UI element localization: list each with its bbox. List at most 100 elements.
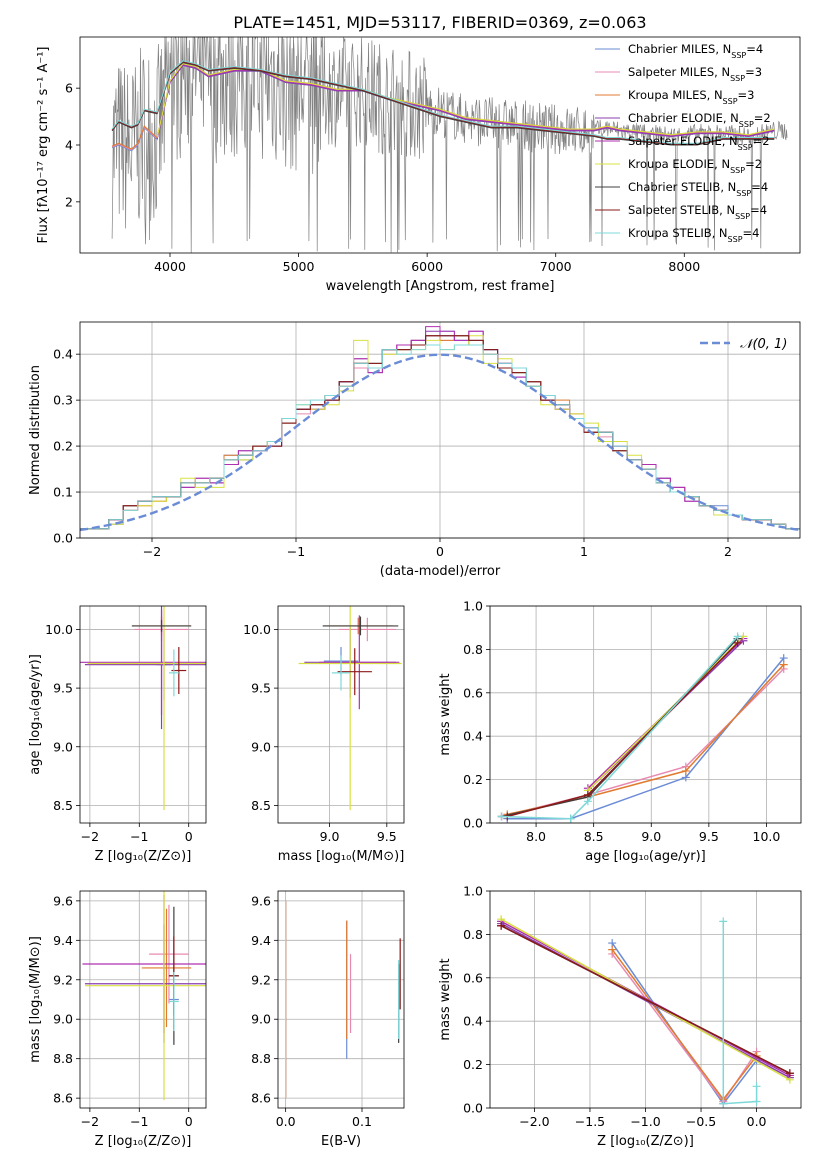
- x-tick-label: 6000: [411, 259, 443, 274]
- x-tick-label: 0.1: [352, 1114, 372, 1129]
- weight-series-line: [501, 668, 785, 818]
- x-tick-label: −2: [81, 1114, 99, 1129]
- x-axis-label: E(B-V): [321, 1134, 361, 1149]
- histogram-step-line: [80, 344, 800, 530]
- weight-series-line: [501, 637, 739, 818]
- y-tick-label: 0.2: [463, 1057, 483, 1072]
- weight-point-marker: [566, 814, 575, 823]
- weight-point-marker: [779, 660, 788, 669]
- y-tick-label: 8.5: [53, 798, 73, 813]
- weight-point-marker: [752, 1097, 761, 1106]
- x-tick-label: −1: [130, 829, 148, 844]
- y-tick-label: 0.4: [53, 347, 73, 362]
- legend-entry: Kroupa ELODIE, NSSP=2: [628, 157, 762, 175]
- panel-age_weight: 8.0 8.5 9.0 9.5 10.0 0.0 0.2 0.4 0.6 0.8 1.0 age [l…: [438, 599, 802, 864]
- weight-series-line: [611, 942, 758, 1105]
- x-tick-label: 0: [436, 544, 444, 559]
- y-tick-label: 9.0: [53, 1012, 73, 1027]
- weight-point-marker: [608, 945, 617, 954]
- y-tick-label: 10.0: [45, 622, 73, 637]
- y-tick-label: 6: [65, 81, 73, 96]
- y-tick-label: 2: [65, 194, 73, 209]
- x-tick-label: −2: [143, 544, 161, 559]
- weight-point-marker: [719, 917, 728, 926]
- axes-frame: [277, 890, 405, 1109]
- panel-spectrum: 4000 5000 6000 7000 8000 2 4 6 wavelength [Angst…: [36, 36, 801, 294]
- weight-point-marker: [583, 797, 592, 806]
- y-tick-label: 1.0: [463, 884, 483, 899]
- plot-area-mass_age: [298, 606, 402, 811]
- weight-point-marker: [719, 1099, 728, 1108]
- y-axis-label: mass weight: [438, 673, 453, 755]
- x-tick-label: −1.5: [575, 1114, 605, 1129]
- y-axis-label: Flux [fλ10⁻¹⁷ erg cm⁻² s⁻¹ A⁻¹]: [36, 47, 51, 244]
- weight-series-line: [587, 635, 744, 792]
- legend-entry: Chabrier STELIB, NSSP=4: [628, 180, 768, 198]
- panel-residuals: −2 −1 0 1 2 0.0 0.1 0.2 0.3 0.4 (data-model)/error…: [28, 321, 801, 579]
- weight-point-marker: [681, 766, 690, 775]
- legend-entry: Kroupa MILES, NSSP=3: [628, 88, 754, 106]
- y-tick-label: 8.6: [251, 1091, 271, 1106]
- y-tick-label: 9.0: [251, 739, 271, 754]
- y-tick-label: 1.0: [463, 599, 483, 614]
- legend-entry: Chabrier ELODIE, NSSP=2: [628, 111, 771, 129]
- y-tick-label: 0.0: [463, 816, 483, 831]
- x-tick-label: 9.0: [320, 829, 340, 844]
- x-axis-label: wavelength [Angstrom, rest frame]: [326, 279, 555, 294]
- weight-point-marker: [733, 632, 742, 641]
- weight-series-line: [500, 925, 791, 1074]
- weight-series-line: [500, 922, 791, 1079]
- plot-area-ebv_mass: [285, 900, 401, 1099]
- y-tick-label: 0.6: [463, 970, 483, 985]
- x-axis-label: age [log₁₀(age/yr)]: [585, 849, 706, 864]
- y-tick-label: 9.5: [53, 681, 73, 696]
- panel-ebv_mass: 0.0 0.1 8.6 8.8 9.0 9.2 9.4 9.6 E(B-V): [251, 890, 405, 1149]
- axes-frame: [277, 605, 405, 824]
- weight-series-line: [611, 949, 758, 1101]
- y-axis-label: mass weight: [438, 958, 453, 1040]
- model-fit-line: [111, 60, 775, 144]
- y-tick-label: 9.2: [53, 972, 73, 987]
- x-tick-label: 4000: [154, 259, 186, 274]
- plot-area-z_mass: [82, 891, 206, 1101]
- x-tick-label: 9.5: [699, 829, 719, 844]
- y-axis-label: mass [log₁₀(M/M⊙)]: [28, 936, 43, 1063]
- panel-z_age: −2 −1 0 8.5 9.0 9.5 10.0 Z [log₁₀(Z/Z⊙)] age [lo…: [28, 605, 207, 864]
- y-tick-label: 8.8: [251, 1051, 271, 1066]
- y-tick-label: 0.2: [53, 439, 73, 454]
- y-tick-label: 9.4: [53, 933, 73, 948]
- y-axis-label: age [log₁₀(age/yr)]: [28, 654, 43, 775]
- x-tick-label: 9.5: [377, 829, 397, 844]
- panel-z_weight: −2.0 −1.5 −1.0 −0.5 0.0 0.0 0.2 0.4 0.6 0.8 1.0 Z […: [438, 884, 802, 1149]
- x-tick-label: −1.0: [630, 1114, 660, 1129]
- legend-entry: Salpeter STELIB, NSSP=4: [628, 203, 767, 221]
- y-tick-label: 0.0: [463, 1101, 483, 1116]
- y-tick-label: 0.0: [53, 531, 73, 546]
- weight-point-marker: [752, 1082, 761, 1091]
- weight-series-line: [611, 953, 758, 1103]
- y-tick-label: 0.6: [463, 685, 483, 700]
- y-tick-label: 9.0: [53, 739, 73, 754]
- x-tick-label: −1: [130, 1114, 148, 1129]
- legend-entry: 𝒩(0, 1): [740, 337, 787, 352]
- x-tick-label: 8000: [668, 259, 700, 274]
- y-tick-label: 9.4: [251, 933, 271, 948]
- y-tick-label: 10.0: [243, 622, 271, 637]
- y-tick-label: 9.5: [251, 681, 271, 696]
- y-tick-label: 0.3: [53, 393, 73, 408]
- weight-point-marker: [785, 1069, 794, 1078]
- y-tick-label: 9.2: [251, 972, 271, 987]
- y-tick-label: 0.4: [463, 729, 483, 744]
- x-tick-label: 1: [580, 544, 588, 559]
- plot-area-residuals: [80, 326, 800, 532]
- x-axis-label: Z [log₁₀(Z/Z⊙)]: [597, 1134, 694, 1149]
- weight-series-line: [722, 921, 758, 1105]
- x-tick-label: 2: [724, 544, 732, 559]
- y-tick-label: 8.5: [251, 798, 271, 813]
- x-tick-label: 9.0: [641, 829, 661, 844]
- y-tick-label: 0.8: [463, 642, 483, 657]
- figure-title: PLATE=1451, MJD=53117, FIBERID=0369, z=0…: [233, 13, 646, 32]
- x-tick-label: 10.0: [753, 829, 781, 844]
- x-axis-label: (data-model)/error: [380, 564, 501, 579]
